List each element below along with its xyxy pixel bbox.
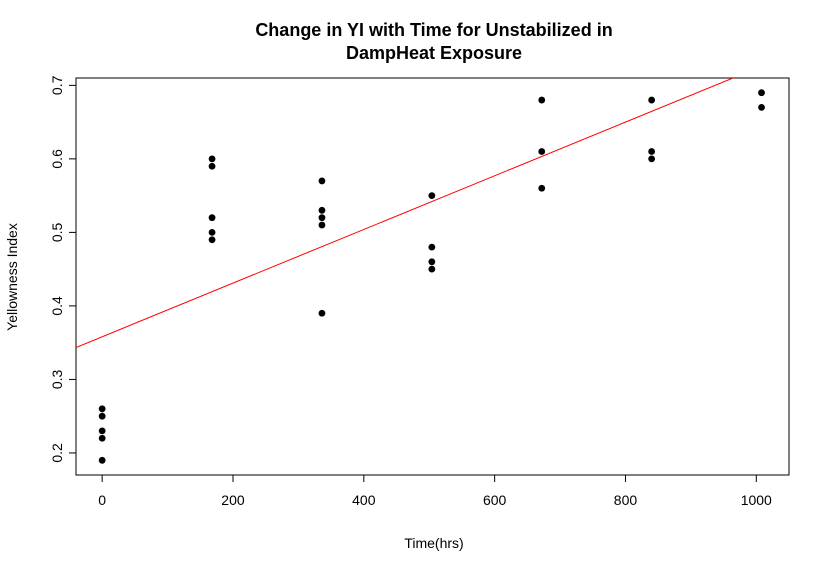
y-tick-label: 0.5 <box>49 222 65 242</box>
data-point <box>318 309 326 317</box>
y-axis: 0.2 0.3 0.4 0.5 0.6 0.7 <box>49 75 76 463</box>
fit-line-layer <box>76 78 735 348</box>
y-tick-label: 0.7 <box>49 75 65 95</box>
data-point <box>208 155 216 163</box>
data-point <box>318 206 326 214</box>
data-point <box>428 192 436 200</box>
data-point <box>758 89 765 97</box>
data-point <box>208 162 216 170</box>
x-axis: 0 200 400 600 800 1000 <box>98 475 772 508</box>
x-tick-label: 200 <box>221 492 245 508</box>
data-point <box>648 155 656 163</box>
data-point <box>428 243 436 251</box>
x-tick-label: 600 <box>483 492 507 508</box>
data-point <box>648 96 656 104</box>
data-point <box>758 104 765 111</box>
data-point <box>98 405 106 413</box>
chart-title-line2: DampHeat Exposure <box>346 43 522 63</box>
y-tick-label: 0.6 <box>49 149 65 169</box>
data-point <box>208 236 216 244</box>
x-axis-label: Time(hrs) <box>404 535 463 551</box>
y-axis-label: Yellowness Index <box>4 223 20 331</box>
data-point <box>318 221 326 229</box>
data-point <box>428 258 436 266</box>
chart-title-line1: Change in YI with Time for Unstabilized … <box>255 20 612 40</box>
data-point <box>648 148 656 155</box>
data-point <box>538 184 546 192</box>
data-point <box>538 96 546 104</box>
x-tick-label: 0 <box>98 492 106 508</box>
data-point <box>98 412 106 420</box>
data-point <box>538 148 546 155</box>
points-layer <box>98 89 765 464</box>
x-tick-label: 1000 <box>741 492 772 508</box>
y-tick-label: 0.4 <box>49 296 65 316</box>
data-point <box>98 427 106 435</box>
data-point <box>98 456 106 464</box>
y-tick-label: 0.3 <box>49 369 65 389</box>
x-tick-label: 400 <box>352 492 376 508</box>
data-point <box>208 228 216 236</box>
data-point <box>208 214 216 222</box>
data-point <box>318 177 326 185</box>
y-tick-label: 0.2 <box>49 443 65 463</box>
data-point <box>98 434 106 442</box>
data-point <box>318 214 326 222</box>
x-tick-label: 800 <box>614 492 638 508</box>
regression-line <box>76 78 735 348</box>
plot-frame <box>75 77 790 476</box>
data-point <box>428 265 436 273</box>
